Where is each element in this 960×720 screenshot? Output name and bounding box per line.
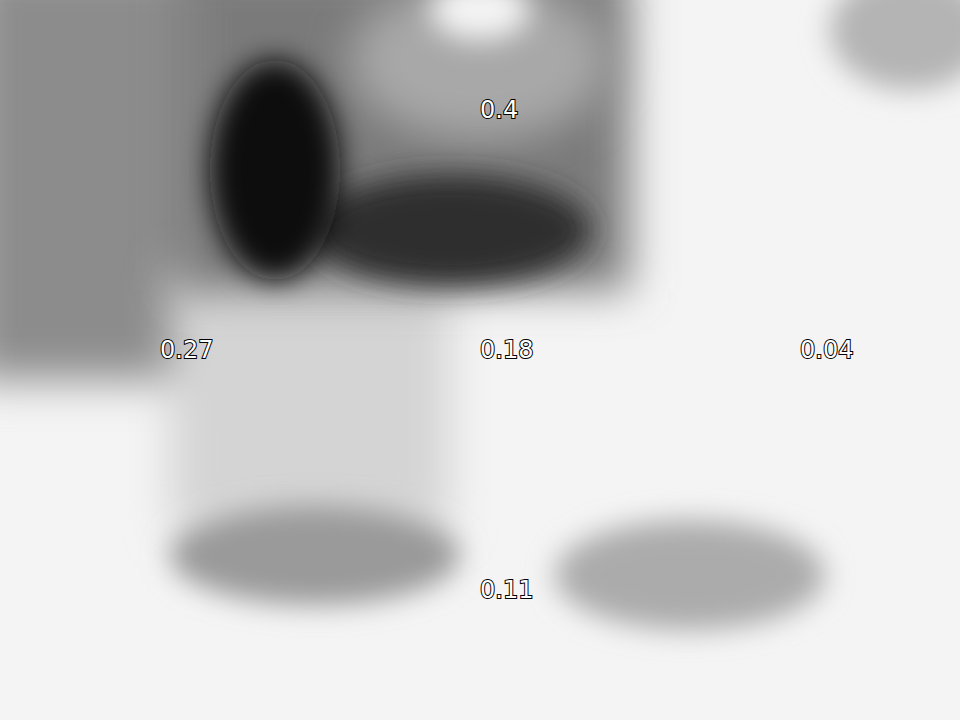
density-field [0,0,960,630]
density-blob [170,505,460,605]
chart: 0.4 0.27 0.18 0.04 0.11 [0,0,960,720]
cell-value: 0.11 [480,576,533,604]
density-blob [430,0,530,40]
density-blob [310,175,590,285]
cell-value: 0.18 [480,336,533,364]
cell-value: 0.27 [160,336,213,364]
density-blob [180,0,630,290]
cell-value: 0.04 [800,336,853,364]
density-blob [170,270,450,530]
density-blob [210,60,340,280]
value-labels: 0.4 0.27 0.18 0.04 0.11 [160,96,853,604]
density-blob [555,520,825,630]
cell-value: 0.4 [480,96,518,124]
density-blob [350,0,610,140]
density-blob [830,0,960,90]
